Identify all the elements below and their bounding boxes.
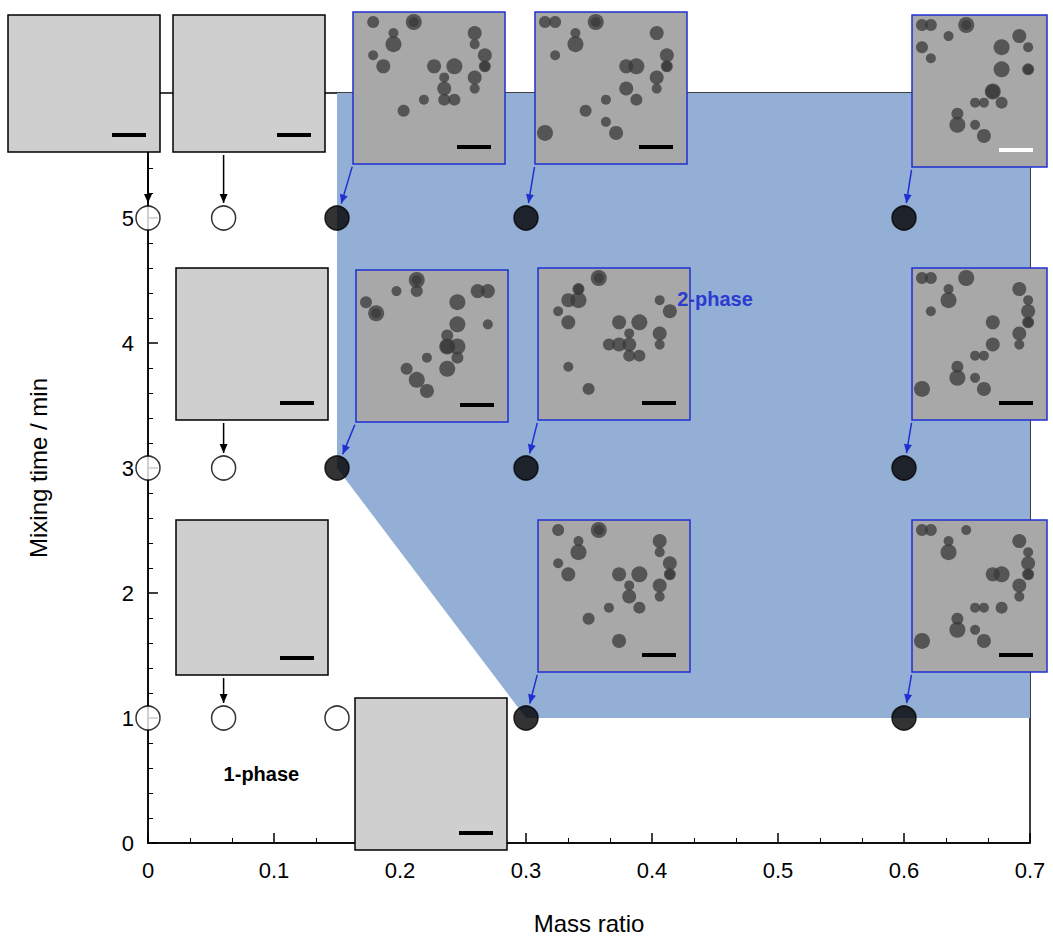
svg-text:0.7: 0.7 — [1015, 858, 1046, 883]
svg-text:5: 5 — [122, 206, 134, 231]
svg-text:2: 2 — [122, 581, 134, 606]
svg-text:Mass ratio: Mass ratio — [534, 910, 645, 937]
svg-text:0.1: 0.1 — [259, 858, 290, 883]
svg-text:0: 0 — [142, 858, 154, 883]
svg-text:0.4: 0.4 — [637, 858, 668, 883]
svg-text:Mixing time / min: Mixing time / min — [25, 378, 52, 558]
svg-text:1-phase: 1-phase — [224, 763, 300, 785]
svg-text:0.3: 0.3 — [511, 858, 542, 883]
svg-text:3: 3 — [122, 456, 134, 481]
svg-text:0.5: 0.5 — [763, 858, 794, 883]
svg-text:0.2: 0.2 — [385, 858, 416, 883]
svg-text:0.6: 0.6 — [889, 858, 920, 883]
svg-text:2-phase: 2-phase — [677, 288, 753, 310]
svg-text:1: 1 — [122, 706, 134, 731]
svg-text:0: 0 — [122, 831, 134, 856]
svg-text:4: 4 — [122, 331, 134, 356]
